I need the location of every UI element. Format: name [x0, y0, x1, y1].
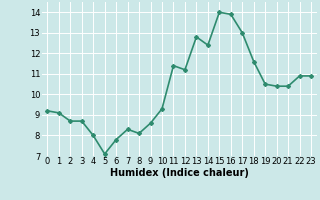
X-axis label: Humidex (Indice chaleur): Humidex (Indice chaleur) [110, 168, 249, 178]
